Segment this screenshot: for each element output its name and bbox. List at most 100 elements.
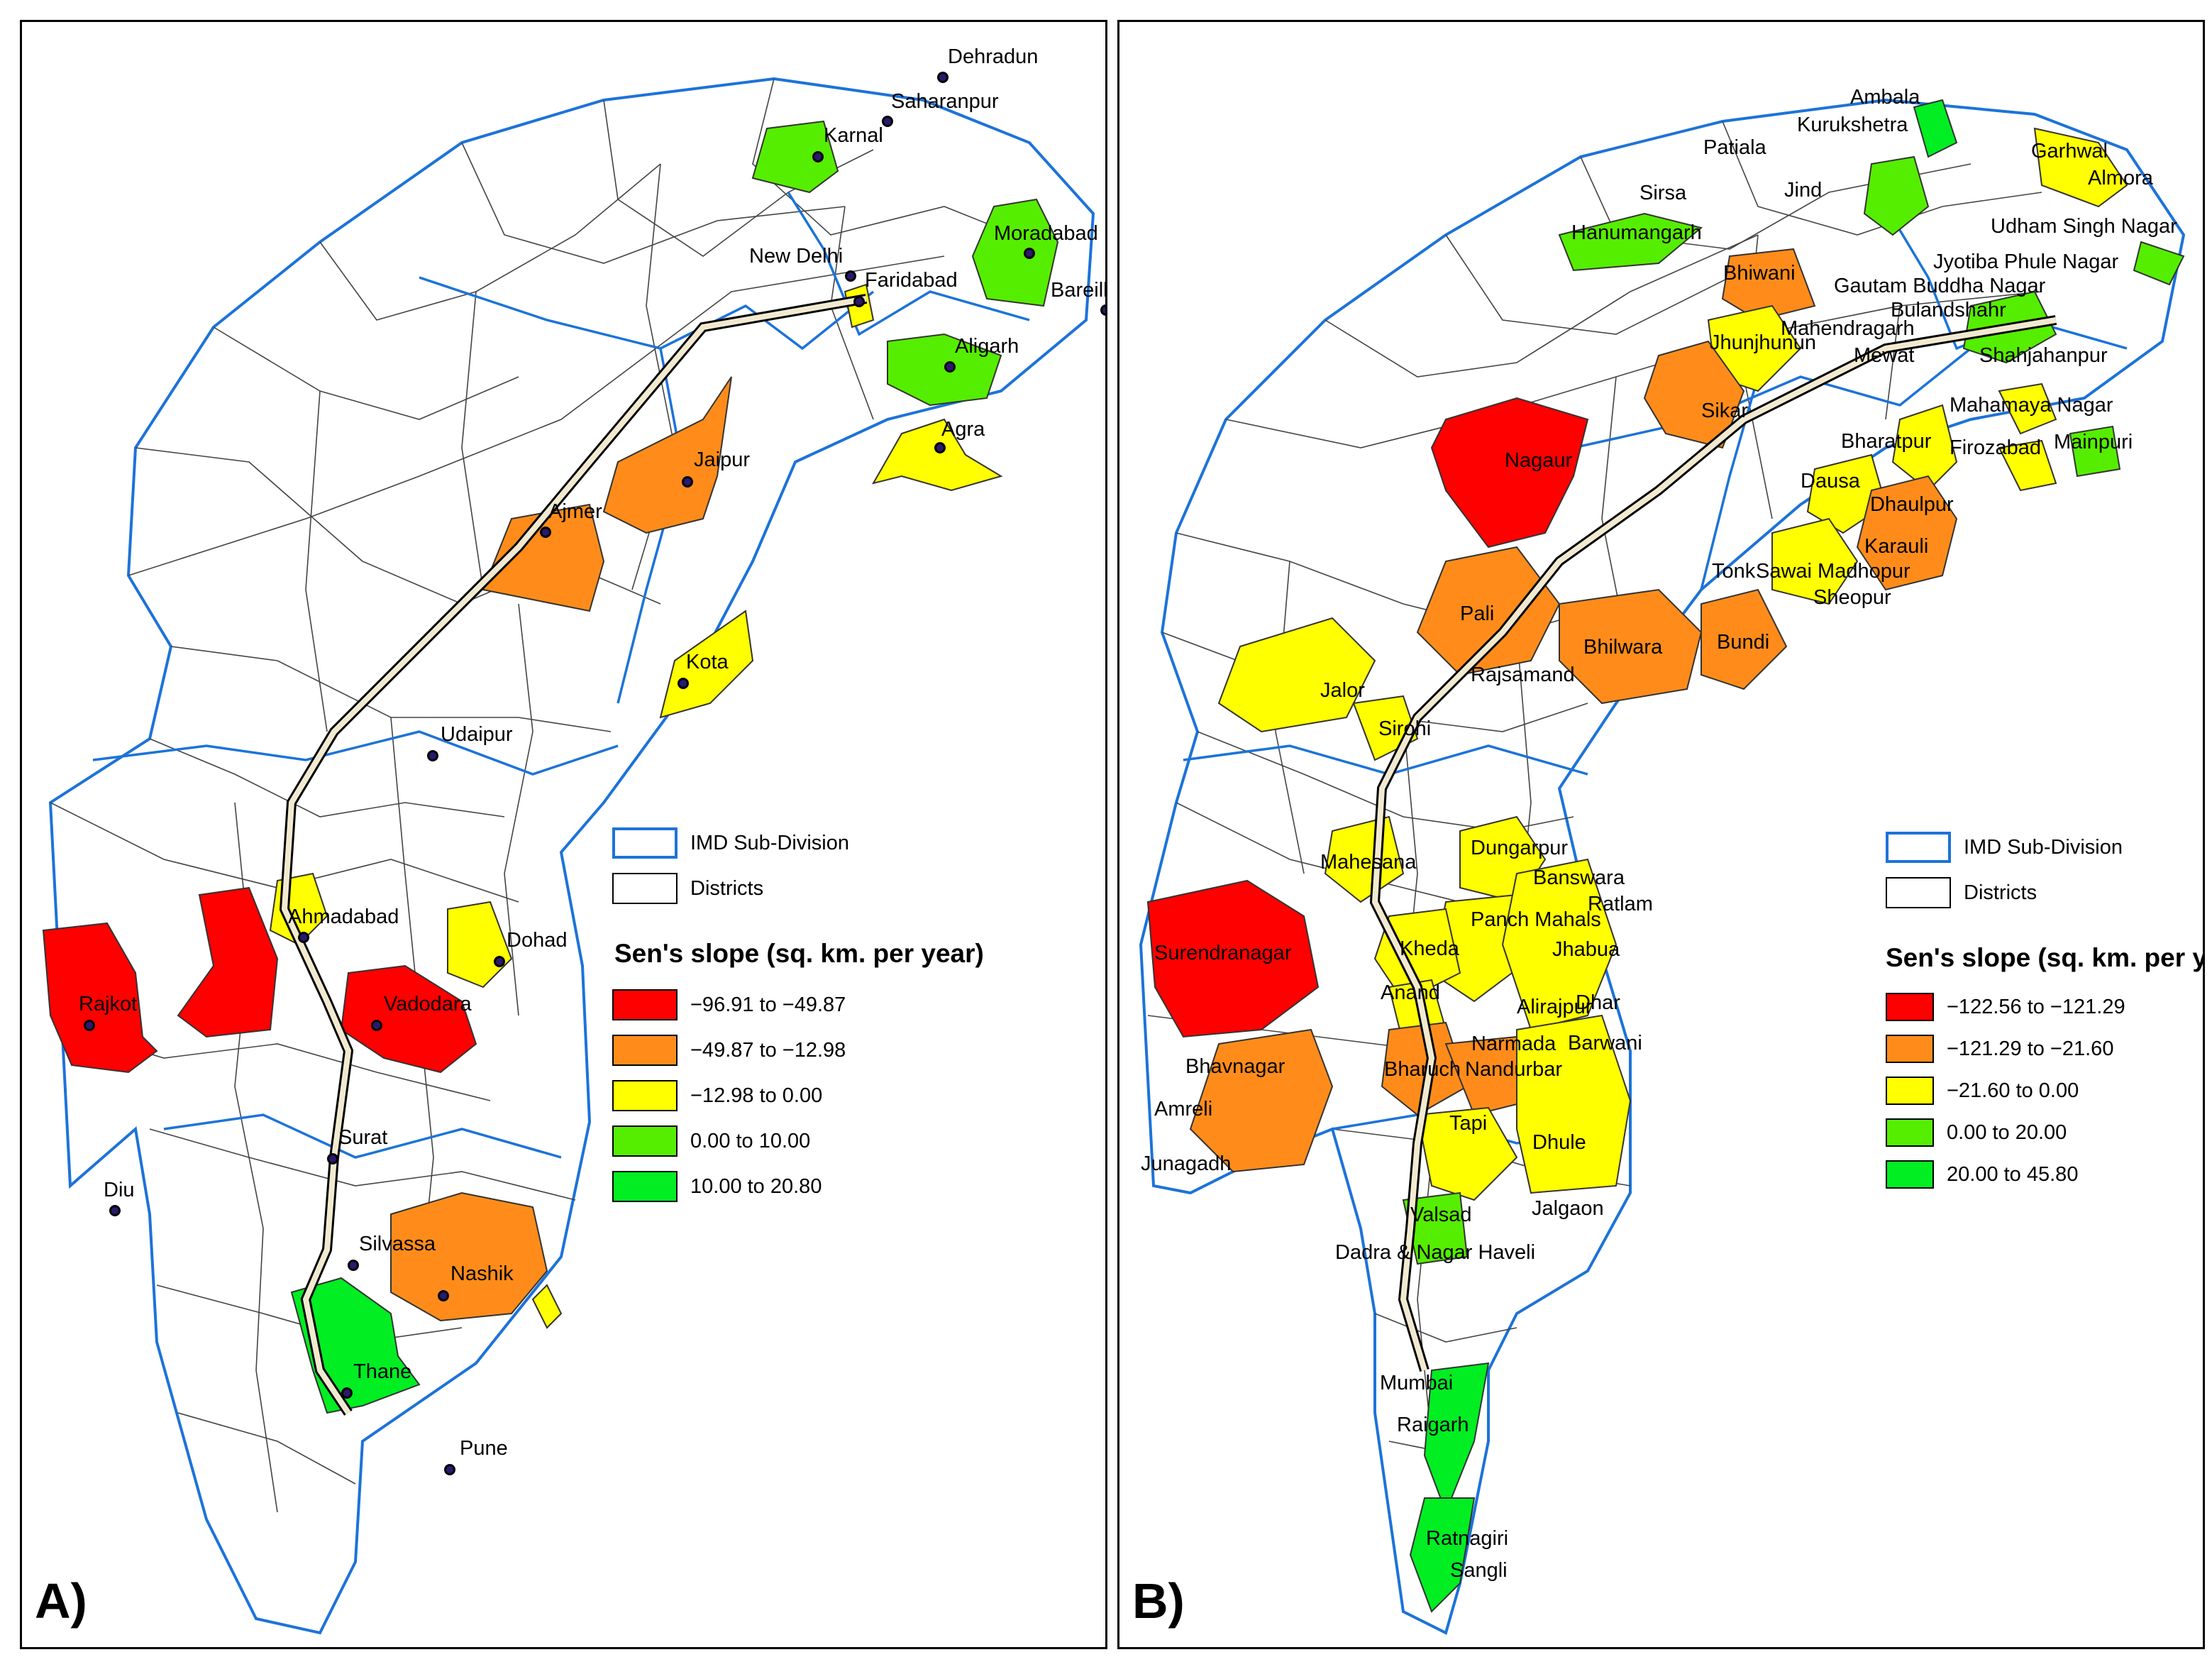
city-dot	[944, 361, 956, 373]
district-ratnagiri	[1409, 1497, 1476, 1613]
district-label: Ambala	[1850, 86, 1920, 109]
legend-class-label: 20.00 to 45.80	[1947, 1162, 2079, 1186]
city-label: Udaipur	[441, 723, 513, 746]
district-label: Mahesana	[1320, 851, 1417, 874]
city-dot	[937, 72, 949, 83]
legend-imd-label: IMD Sub-Division	[690, 831, 849, 854]
city-label: Dohad	[507, 929, 568, 952]
city-label: Agra	[941, 418, 985, 441]
district-label: Dungarpur	[1471, 837, 1569, 859]
district-tapi	[1416, 1106, 1518, 1201]
city-label: Jaipur	[694, 448, 750, 471]
city-dot	[812, 151, 824, 163]
district-swatch	[1886, 877, 1951, 908]
legend-class-label: −121.29 to −21.60	[1947, 1037, 2114, 1060]
city-label: Aligarh	[955, 335, 1019, 358]
class-swatch	[1886, 1118, 1934, 1147]
district-label: Ratnagiri	[1426, 1527, 1509, 1550]
district-label: Nagaur	[1505, 449, 1573, 472]
district-firozabad	[1998, 439, 2057, 492]
district-label: Sirsa	[1639, 182, 1687, 204]
map-panel-a: Dehradun Saharanpur Karnal Moradabad New…	[20, 20, 1107, 1649]
district-jind	[1863, 155, 1930, 236]
district-label: Banswara	[1533, 866, 1625, 889]
district-ahmadabad-surrounds	[177, 886, 279, 1038]
district-pali	[1416, 546, 1561, 676]
imd-swatch	[612, 827, 678, 859]
corridor-inner	[281, 296, 867, 1415]
city-dot	[438, 1290, 449, 1301]
district-label: Panch Mahals	[1471, 908, 1601, 931]
district-nashik	[390, 1191, 548, 1322]
legend-class-row: −121.29 to −21.60	[1886, 1035, 2113, 1063]
class-swatch	[612, 1080, 678, 1111]
legend-class-label: 0.00 to 20.00	[1947, 1121, 2067, 1144]
imd-swatch	[1886, 832, 1951, 863]
class-swatch	[612, 1125, 678, 1157]
city-label: Rajkot	[79, 993, 138, 1015]
district-udham	[2133, 241, 2185, 286]
class-swatch	[1886, 993, 1934, 1021]
district-label: Dhar	[1576, 991, 1620, 1014]
legend-class-row: 10.00 to 20.80	[612, 1171, 822, 1202]
district-label: Dausa	[1801, 470, 1860, 492]
district-label: Firozabad	[1950, 436, 2041, 459]
imd-subdivision-lines	[92, 192, 1030, 1159]
district-label: Jhabua	[1552, 938, 1620, 961]
city-dot	[1100, 304, 1105, 316]
city-label: Kota	[686, 651, 729, 673]
legend-class-row: −12.98 to 0.00	[612, 1080, 822, 1111]
district-bhilwara	[1559, 588, 1703, 705]
district-label: Bhiwani	[1723, 262, 1796, 285]
legend-class-label: 0.00 to 10.00	[690, 1129, 811, 1152]
legend-class-label: −122.56 to −121.29	[1947, 995, 2125, 1018]
district-label: Hanumangarh	[1571, 221, 1702, 244]
district-kurukshetra	[1913, 99, 1958, 158]
district-label: Almora	[2088, 167, 2153, 189]
district-label: Pali	[1460, 602, 1495, 625]
district-label: Dhaulpur	[1870, 493, 1954, 516]
legend-class-row: −122.56 to −121.29	[1886, 993, 2125, 1021]
district-label: Bhilwara	[1583, 636, 1663, 659]
district-agra	[871, 418, 1003, 492]
district-label: Dadra & Nagar Haveli	[1335, 1241, 1536, 1264]
classified-districts-a	[42, 120, 1059, 1414]
legend-district-row: Districts	[612, 873, 763, 904]
district-label: Sikar	[1701, 400, 1749, 422]
district-tonk	[1771, 517, 1859, 605]
class-swatch	[1886, 1160, 1934, 1189]
legend-imd-label: IMD Sub-Division	[1964, 835, 2123, 859]
district-label: Tonk	[1712, 560, 1756, 583]
district-mainpuri	[2069, 425, 2121, 478]
city-label: New Delhi	[749, 245, 844, 268]
district-rajkot	[42, 922, 158, 1074]
district-label: Patiala	[1703, 136, 1766, 159]
district-label: Surendranagar	[1154, 942, 1292, 964]
city-label: Dehradun	[948, 45, 1039, 68]
district-jaipur	[602, 376, 732, 534]
city-dot	[934, 442, 946, 453]
district-karauli	[1856, 475, 1958, 591]
district-ajmer	[482, 503, 605, 612]
city-dot	[371, 1020, 382, 1031]
city-dot	[494, 956, 505, 967]
city-label: Pune	[460, 1437, 508, 1460]
legend-class-label: −21.60 to 0.00	[1947, 1079, 2079, 1102]
district-vadodara	[340, 964, 477, 1074]
city-dot	[882, 116, 893, 127]
district-label: Alirajpur	[1517, 996, 1593, 1018]
panel-letter: B)	[1132, 1573, 1185, 1629]
district-label: Udham Singh Nagar	[1991, 215, 2177, 238]
city-dot	[109, 1205, 121, 1216]
district-nagaur	[1430, 397, 1589, 549]
district-dhule-etc	[1516, 1014, 1632, 1194]
legend-class-row: −96.91 to −49.87	[612, 989, 846, 1020]
district-label: Sangli	[1450, 1559, 1508, 1582]
city-dot	[84, 1020, 95, 1031]
legend-imd-row: IMD Sub-Division	[612, 827, 849, 859]
city-label: Ajmer	[548, 500, 602, 523]
district-label: Nandurbar	[1465, 1058, 1563, 1081]
district-label: Jyotiba Phule Nagar	[1933, 251, 2119, 273]
district-label: Gautam Buddha Nagar	[1834, 275, 2046, 297]
class-swatch	[612, 989, 678, 1020]
